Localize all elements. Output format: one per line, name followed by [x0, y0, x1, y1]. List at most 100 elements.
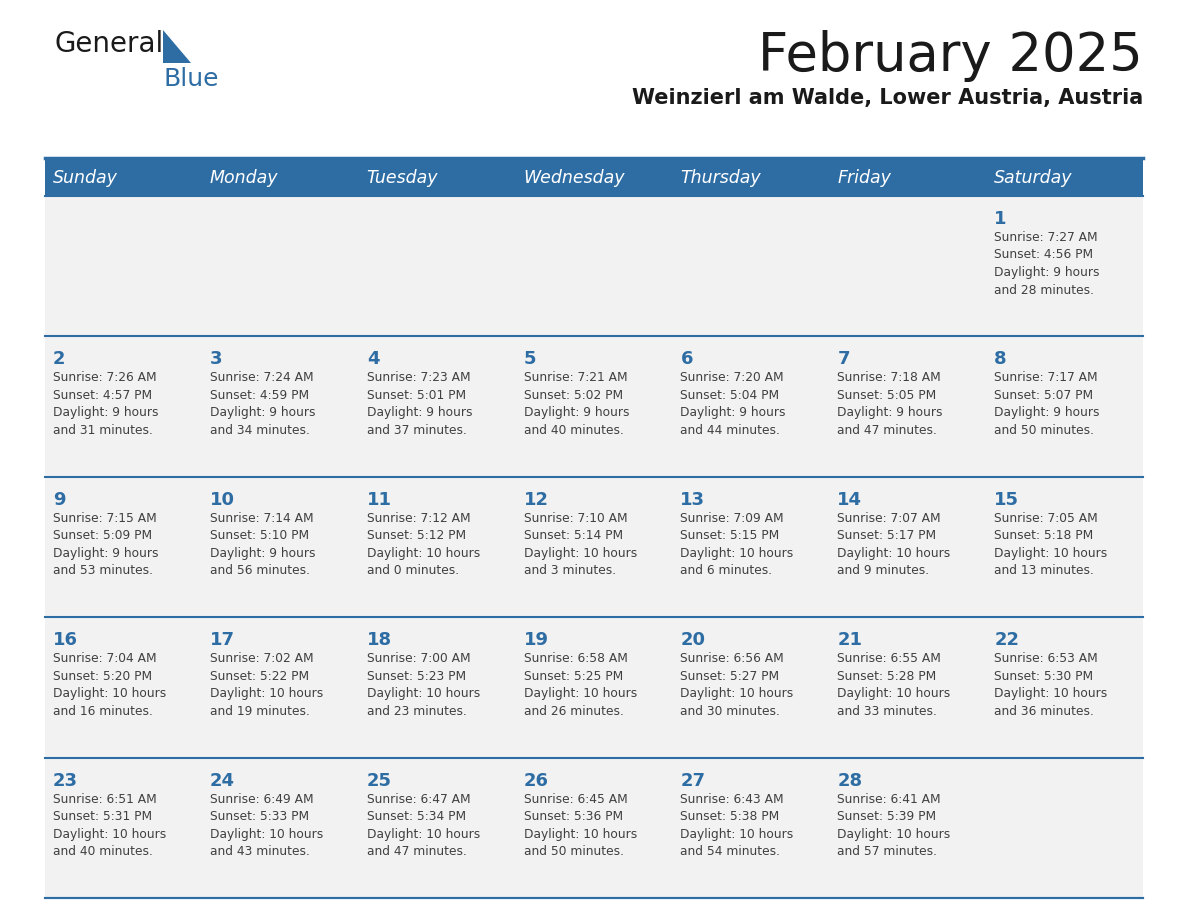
Bar: [672, 158, 829, 196]
Text: Sunrise: 7:12 AM
Sunset: 5:12 PM
Daylight: 10 hours
and 0 minutes.: Sunrise: 7:12 AM Sunset: 5:12 PM Dayligh…: [367, 512, 480, 577]
Bar: [202, 196, 359, 336]
Bar: [986, 476, 1143, 617]
Bar: [516, 617, 672, 757]
Text: Thursday: Thursday: [681, 169, 762, 187]
Text: Sunrise: 7:14 AM
Sunset: 5:10 PM
Daylight: 9 hours
and 56 minutes.: Sunrise: 7:14 AM Sunset: 5:10 PM Dayligh…: [210, 512, 315, 577]
Bar: [829, 196, 986, 336]
Text: Sunrise: 7:09 AM
Sunset: 5:15 PM
Daylight: 10 hours
and 6 minutes.: Sunrise: 7:09 AM Sunset: 5:15 PM Dayligh…: [681, 512, 794, 577]
Bar: [359, 336, 516, 476]
Text: Sunrise: 7:10 AM
Sunset: 5:14 PM
Daylight: 10 hours
and 3 minutes.: Sunrise: 7:10 AM Sunset: 5:14 PM Dayligh…: [524, 512, 637, 577]
Text: 12: 12: [524, 491, 549, 509]
Text: 17: 17: [210, 632, 235, 649]
Bar: [516, 336, 672, 476]
Text: Sunrise: 7:04 AM
Sunset: 5:20 PM
Daylight: 10 hours
and 16 minutes.: Sunrise: 7:04 AM Sunset: 5:20 PM Dayligh…: [53, 652, 166, 718]
Text: Sunrise: 7:18 AM
Sunset: 5:05 PM
Daylight: 9 hours
and 47 minutes.: Sunrise: 7:18 AM Sunset: 5:05 PM Dayligh…: [838, 372, 943, 437]
Bar: [359, 757, 516, 898]
Bar: [986, 158, 1143, 196]
Text: 23: 23: [53, 772, 78, 789]
Text: Sunrise: 6:55 AM
Sunset: 5:28 PM
Daylight: 10 hours
and 33 minutes.: Sunrise: 6:55 AM Sunset: 5:28 PM Dayligh…: [838, 652, 950, 718]
Text: 21: 21: [838, 632, 862, 649]
Text: Sunrise: 7:00 AM
Sunset: 5:23 PM
Daylight: 10 hours
and 23 minutes.: Sunrise: 7:00 AM Sunset: 5:23 PM Dayligh…: [367, 652, 480, 718]
Text: Sunrise: 6:49 AM
Sunset: 5:33 PM
Daylight: 10 hours
and 43 minutes.: Sunrise: 6:49 AM Sunset: 5:33 PM Dayligh…: [210, 792, 323, 858]
Text: 27: 27: [681, 772, 706, 789]
Text: Sunrise: 6:53 AM
Sunset: 5:30 PM
Daylight: 10 hours
and 36 minutes.: Sunrise: 6:53 AM Sunset: 5:30 PM Dayligh…: [994, 652, 1107, 718]
Bar: [516, 757, 672, 898]
Text: Tuesday: Tuesday: [367, 169, 438, 187]
Text: Sunrise: 6:58 AM
Sunset: 5:25 PM
Daylight: 10 hours
and 26 minutes.: Sunrise: 6:58 AM Sunset: 5:25 PM Dayligh…: [524, 652, 637, 718]
Bar: [202, 617, 359, 757]
Text: 18: 18: [367, 632, 392, 649]
Bar: [986, 196, 1143, 336]
Text: Sunrise: 6:47 AM
Sunset: 5:34 PM
Daylight: 10 hours
and 47 minutes.: Sunrise: 6:47 AM Sunset: 5:34 PM Dayligh…: [367, 792, 480, 858]
Text: 19: 19: [524, 632, 549, 649]
Bar: [672, 617, 829, 757]
Bar: [359, 476, 516, 617]
Text: Blue: Blue: [163, 67, 219, 91]
Text: Saturday: Saturday: [994, 169, 1073, 187]
Bar: [672, 757, 829, 898]
Text: Sunrise: 6:56 AM
Sunset: 5:27 PM
Daylight: 10 hours
and 30 minutes.: Sunrise: 6:56 AM Sunset: 5:27 PM Dayligh…: [681, 652, 794, 718]
Bar: [45, 336, 202, 476]
Text: General: General: [55, 30, 164, 58]
Bar: [986, 757, 1143, 898]
Text: Sunrise: 7:15 AM
Sunset: 5:09 PM
Daylight: 9 hours
and 53 minutes.: Sunrise: 7:15 AM Sunset: 5:09 PM Dayligh…: [53, 512, 158, 577]
Bar: [359, 196, 516, 336]
Text: 24: 24: [210, 772, 235, 789]
Text: 11: 11: [367, 491, 392, 509]
Text: Sunrise: 6:51 AM
Sunset: 5:31 PM
Daylight: 10 hours
and 40 minutes.: Sunrise: 6:51 AM Sunset: 5:31 PM Dayligh…: [53, 792, 166, 858]
Text: February 2025: February 2025: [758, 30, 1143, 82]
Text: Friday: Friday: [838, 169, 891, 187]
Bar: [516, 158, 672, 196]
Bar: [986, 617, 1143, 757]
Bar: [829, 617, 986, 757]
Text: Monday: Monday: [210, 169, 278, 187]
Bar: [829, 158, 986, 196]
Text: Sunrise: 7:26 AM
Sunset: 4:57 PM
Daylight: 9 hours
and 31 minutes.: Sunrise: 7:26 AM Sunset: 4:57 PM Dayligh…: [53, 372, 158, 437]
Text: 16: 16: [53, 632, 78, 649]
Bar: [45, 476, 202, 617]
Text: Sunrise: 7:02 AM
Sunset: 5:22 PM
Daylight: 10 hours
and 19 minutes.: Sunrise: 7:02 AM Sunset: 5:22 PM Dayligh…: [210, 652, 323, 718]
Bar: [359, 158, 516, 196]
Bar: [516, 196, 672, 336]
Text: 13: 13: [681, 491, 706, 509]
Text: 14: 14: [838, 491, 862, 509]
Text: 1: 1: [994, 210, 1006, 228]
Text: 4: 4: [367, 351, 379, 368]
Text: 10: 10: [210, 491, 235, 509]
Text: 26: 26: [524, 772, 549, 789]
Bar: [202, 476, 359, 617]
Polygon shape: [163, 30, 191, 63]
Bar: [45, 158, 202, 196]
Bar: [45, 617, 202, 757]
Text: Sunrise: 7:17 AM
Sunset: 5:07 PM
Daylight: 9 hours
and 50 minutes.: Sunrise: 7:17 AM Sunset: 5:07 PM Dayligh…: [994, 372, 1100, 437]
Bar: [829, 476, 986, 617]
Text: 7: 7: [838, 351, 849, 368]
Bar: [202, 757, 359, 898]
Bar: [45, 757, 202, 898]
Text: 20: 20: [681, 632, 706, 649]
Text: Sunrise: 7:23 AM
Sunset: 5:01 PM
Daylight: 9 hours
and 37 minutes.: Sunrise: 7:23 AM Sunset: 5:01 PM Dayligh…: [367, 372, 472, 437]
Bar: [829, 757, 986, 898]
Text: Sunrise: 7:21 AM
Sunset: 5:02 PM
Daylight: 9 hours
and 40 minutes.: Sunrise: 7:21 AM Sunset: 5:02 PM Dayligh…: [524, 372, 630, 437]
Bar: [829, 336, 986, 476]
Text: 28: 28: [838, 772, 862, 789]
Text: 22: 22: [994, 632, 1019, 649]
Text: 3: 3: [210, 351, 222, 368]
Bar: [986, 336, 1143, 476]
Bar: [359, 617, 516, 757]
Text: Sunrise: 7:27 AM
Sunset: 4:56 PM
Daylight: 9 hours
and 28 minutes.: Sunrise: 7:27 AM Sunset: 4:56 PM Dayligh…: [994, 231, 1100, 297]
Bar: [672, 336, 829, 476]
Bar: [672, 196, 829, 336]
Text: 6: 6: [681, 351, 693, 368]
Text: 5: 5: [524, 351, 536, 368]
Text: Sunrise: 6:43 AM
Sunset: 5:38 PM
Daylight: 10 hours
and 54 minutes.: Sunrise: 6:43 AM Sunset: 5:38 PM Dayligh…: [681, 792, 794, 858]
Text: 2: 2: [53, 351, 65, 368]
Text: Sunrise: 7:05 AM
Sunset: 5:18 PM
Daylight: 10 hours
and 13 minutes.: Sunrise: 7:05 AM Sunset: 5:18 PM Dayligh…: [994, 512, 1107, 577]
Text: Sunrise: 7:20 AM
Sunset: 5:04 PM
Daylight: 9 hours
and 44 minutes.: Sunrise: 7:20 AM Sunset: 5:04 PM Dayligh…: [681, 372, 786, 437]
Text: 15: 15: [994, 491, 1019, 509]
Bar: [202, 336, 359, 476]
Text: Sunrise: 7:07 AM
Sunset: 5:17 PM
Daylight: 10 hours
and 9 minutes.: Sunrise: 7:07 AM Sunset: 5:17 PM Dayligh…: [838, 512, 950, 577]
Text: 25: 25: [367, 772, 392, 789]
Text: Sunrise: 6:41 AM
Sunset: 5:39 PM
Daylight: 10 hours
and 57 minutes.: Sunrise: 6:41 AM Sunset: 5:39 PM Dayligh…: [838, 792, 950, 858]
Bar: [202, 158, 359, 196]
